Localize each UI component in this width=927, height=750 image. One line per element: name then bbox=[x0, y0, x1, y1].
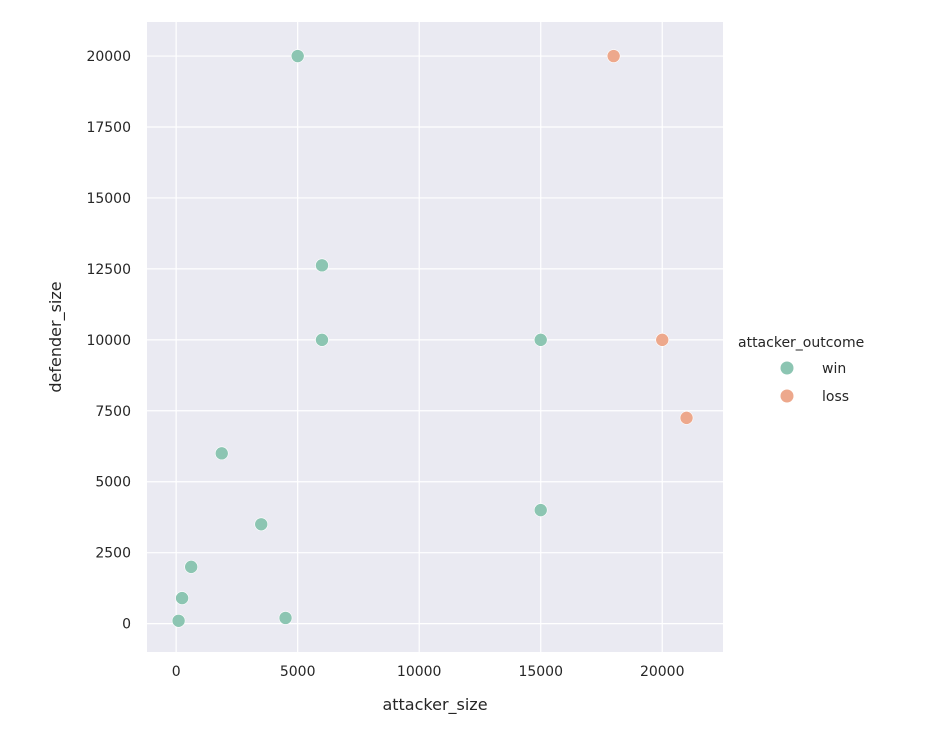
point-win bbox=[278, 611, 293, 625]
y-tick-label: 12500 bbox=[86, 262, 131, 278]
legend-marker-win bbox=[780, 361, 794, 375]
point-loss bbox=[606, 49, 621, 63]
point-win bbox=[184, 560, 198, 574]
legend-label-loss: loss bbox=[822, 389, 849, 405]
x-tick-labels: 0 5000 10000 15000 20000 bbox=[172, 664, 685, 680]
y-tick-label: 5000 bbox=[95, 475, 131, 491]
y-tick-labels: 0 2500 5000 7500 10000 12500 15000 17500 20000 bbox=[86, 49, 131, 633]
y-tick-label: 20000 bbox=[86, 49, 131, 65]
y-tick-label: 10000 bbox=[86, 333, 131, 349]
x-tick-label: 15000 bbox=[518, 664, 563, 680]
legend-label-win: win bbox=[822, 361, 846, 377]
x-tick-label: 0 bbox=[172, 664, 181, 680]
point-loss bbox=[679, 411, 694, 425]
point-win bbox=[290, 49, 305, 63]
data-points bbox=[171, 49, 694, 628]
y-tick-label: 2500 bbox=[95, 546, 131, 562]
y-tick-label: 7500 bbox=[95, 404, 131, 420]
plot-background bbox=[147, 22, 723, 652]
x-tick-label: 10000 bbox=[397, 664, 442, 680]
point-win bbox=[175, 591, 189, 605]
y-axis-label: defender_size bbox=[46, 281, 66, 392]
y-tick-label: 17500 bbox=[86, 120, 131, 136]
legend: attacker_outcome win loss bbox=[738, 335, 864, 405]
x-tick-label: 20000 bbox=[640, 664, 685, 680]
point-win bbox=[254, 517, 269, 532]
point-win bbox=[171, 613, 186, 628]
x-tick-label: 5000 bbox=[280, 664, 316, 680]
point-win bbox=[533, 333, 548, 347]
x-axis-label: attacker_size bbox=[382, 695, 487, 715]
point-win bbox=[214, 446, 229, 461]
legend-title: attacker_outcome bbox=[738, 335, 864, 351]
point-win bbox=[315, 333, 329, 347]
legend-marker-loss bbox=[780, 389, 794, 403]
point-win bbox=[533, 503, 548, 517]
y-tick-label: 15000 bbox=[86, 191, 131, 207]
y-tick-label: 0 bbox=[122, 617, 131, 633]
point-loss bbox=[655, 333, 670, 347]
point-win bbox=[315, 258, 329, 273]
